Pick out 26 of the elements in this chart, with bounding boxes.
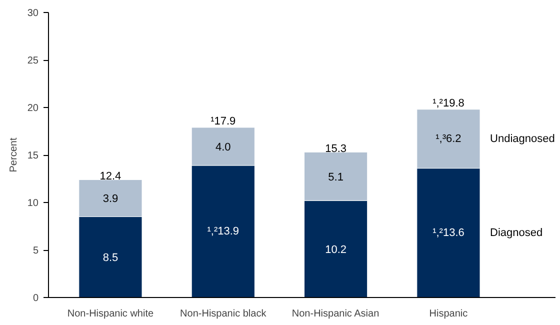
- data-label: 5.1: [328, 171, 344, 184]
- y-tick-label: 25: [27, 56, 39, 66]
- data-label: ¹,²13.9: [207, 225, 240, 238]
- x-tick-label: Hispanic: [429, 308, 468, 320]
- y-tick-label: 30: [27, 8, 39, 19]
- data-label: ¹,²13.6: [432, 226, 464, 239]
- y-tick-label: 20: [27, 103, 39, 114]
- y-tick-label: 15: [27, 150, 39, 162]
- y-tick-label: 5: [32, 246, 39, 256]
- y-tick-label: 10: [27, 198, 39, 209]
- y-tick-label: 0: [32, 293, 39, 304]
- y-axis-title: Percent: [8, 138, 20, 172]
- data-label: 10.2: [325, 244, 347, 256]
- data-label: 8.5: [102, 252, 118, 264]
- total-label: ¹,²19.8: [432, 97, 464, 110]
- total-label: 15.3: [325, 143, 347, 156]
- x-tick-label: Non-Hispanic black: [180, 308, 268, 320]
- x-tick-label: Non-Hispanic Asian: [292, 308, 380, 320]
- data-label: ¹,³6.2: [436, 132, 462, 145]
- x-tick-label: Non-Hispanic white: [67, 308, 154, 320]
- total-label: 12.4: [100, 170, 122, 183]
- series-label: Undiagnosed: [490, 132, 555, 145]
- series-label: Diagnosed: [490, 226, 543, 239]
- data-label: 4.0: [215, 141, 231, 154]
- data-label: 3.9: [102, 193, 118, 206]
- total-label: ¹17.9: [210, 115, 236, 128]
